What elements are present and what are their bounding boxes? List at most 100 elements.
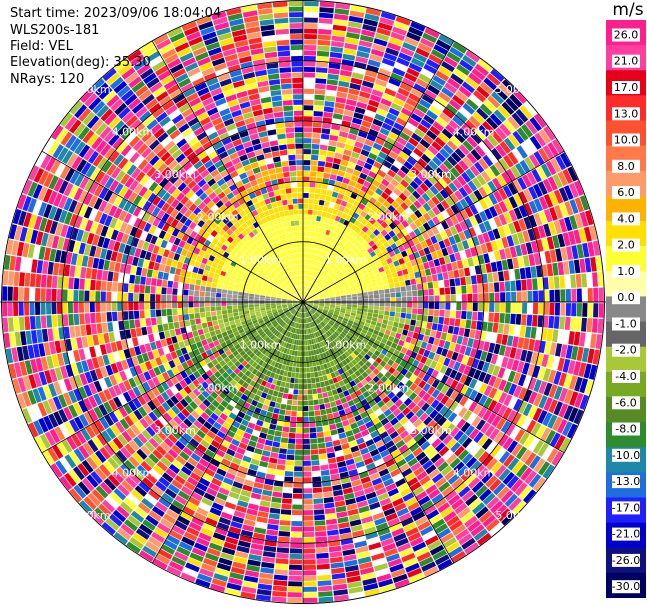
range-gate bbox=[295, 287, 299, 293]
range-gate bbox=[218, 275, 225, 281]
range-gate bbox=[272, 156, 281, 163]
range-gate bbox=[241, 159, 250, 167]
range-gate bbox=[311, 259, 315, 265]
range-gate bbox=[234, 143, 245, 152]
range-gate bbox=[454, 148, 466, 159]
range-gate bbox=[201, 339, 208, 346]
range-gate bbox=[285, 232, 290, 239]
range-gate bbox=[345, 292, 352, 296]
range-gate bbox=[490, 240, 499, 251]
range-gate bbox=[107, 322, 114, 332]
range-gate bbox=[165, 205, 175, 215]
range-gate bbox=[449, 278, 456, 287]
range-gate bbox=[258, 131, 268, 138]
range-gate bbox=[157, 347, 165, 357]
range-gate bbox=[147, 192, 157, 203]
range-gate bbox=[259, 297, 265, 300]
range-gate bbox=[420, 119, 432, 129]
range-gate bbox=[308, 264, 311, 270]
range-gate bbox=[141, 131, 153, 143]
range-gate bbox=[388, 107, 400, 117]
range-gate bbox=[554, 205, 564, 219]
range-gate bbox=[20, 257, 27, 272]
range-gate bbox=[439, 189, 449, 199]
range-gate bbox=[281, 160, 289, 167]
range-gate bbox=[260, 455, 270, 463]
range-gate bbox=[279, 271, 284, 277]
range-gate bbox=[239, 130, 249, 138]
range-gate bbox=[175, 153, 186, 163]
range-gate bbox=[262, 489, 273, 497]
range-gate bbox=[213, 324, 220, 331]
range-gate bbox=[221, 266, 228, 273]
range-gate bbox=[164, 155, 175, 166]
range-gate bbox=[346, 299, 352, 302]
range-gate bbox=[308, 248, 312, 254]
range-gate bbox=[358, 254, 365, 261]
range-gate bbox=[172, 93, 186, 104]
range-gate bbox=[223, 280, 229, 286]
range-gate bbox=[170, 198, 180, 208]
range-gate bbox=[295, 433, 303, 439]
range-gate bbox=[245, 227, 252, 234]
range-gate bbox=[272, 100, 283, 107]
range-gate bbox=[265, 253, 271, 260]
range-gate bbox=[374, 174, 384, 183]
range-gate bbox=[398, 192, 408, 202]
range-gate bbox=[78, 445, 90, 459]
range-gate bbox=[288, 388, 294, 394]
range-gate bbox=[293, 237, 297, 243]
range-gate bbox=[465, 98, 479, 111]
range-gate bbox=[142, 335, 150, 344]
range-gate bbox=[65, 364, 74, 378]
range-gate bbox=[470, 149, 482, 161]
range-gate bbox=[150, 123, 162, 135]
range-gate bbox=[388, 222, 397, 230]
range-gate bbox=[226, 7, 242, 16]
range-gate bbox=[275, 469, 285, 476]
range-gate bbox=[53, 177, 64, 192]
range-gate bbox=[128, 347, 136, 357]
range-gate bbox=[466, 285, 473, 294]
range-gate bbox=[136, 354, 145, 364]
range-gate bbox=[263, 484, 274, 491]
range-gate bbox=[254, 149, 264, 156]
range-gate bbox=[234, 343, 241, 350]
range-gate bbox=[194, 290, 200, 297]
range-gate bbox=[269, 140, 279, 147]
range-gate bbox=[253, 64, 267, 72]
range-gate bbox=[322, 206, 329, 212]
range-gate bbox=[248, 296, 254, 300]
range-gate bbox=[359, 278, 365, 284]
range-gate bbox=[141, 267, 148, 277]
range-gate bbox=[358, 40, 373, 48]
range-gate bbox=[152, 349, 160, 359]
range-gate bbox=[407, 117, 420, 128]
range-gate bbox=[340, 293, 346, 296]
range-gate bbox=[238, 185, 246, 193]
range-gate bbox=[251, 236, 258, 243]
range-gate bbox=[363, 206, 371, 214]
range-gate bbox=[303, 116, 313, 122]
range-gate bbox=[217, 73, 231, 82]
range-gate bbox=[193, 126, 205, 137]
range-gate bbox=[482, 154, 494, 167]
range-gate bbox=[355, 283, 361, 288]
range-gate bbox=[432, 100, 445, 112]
range-gate bbox=[231, 240, 238, 247]
range-gate bbox=[204, 36, 219, 46]
range-gate bbox=[12, 378, 22, 394]
range-gate bbox=[375, 209, 384, 217]
range-gate bbox=[139, 68, 154, 80]
range-gate bbox=[78, 290, 84, 302]
range-gate bbox=[262, 273, 268, 278]
range-gate bbox=[262, 263, 269, 269]
range-gate bbox=[265, 234, 271, 241]
range-gate bbox=[70, 253, 78, 266]
range-gate bbox=[97, 333, 105, 345]
range-gate bbox=[274, 268, 279, 274]
range-gate bbox=[299, 231, 303, 237]
range-gate bbox=[260, 96, 272, 104]
range-gate bbox=[278, 453, 287, 460]
range-gate bbox=[527, 228, 536, 241]
